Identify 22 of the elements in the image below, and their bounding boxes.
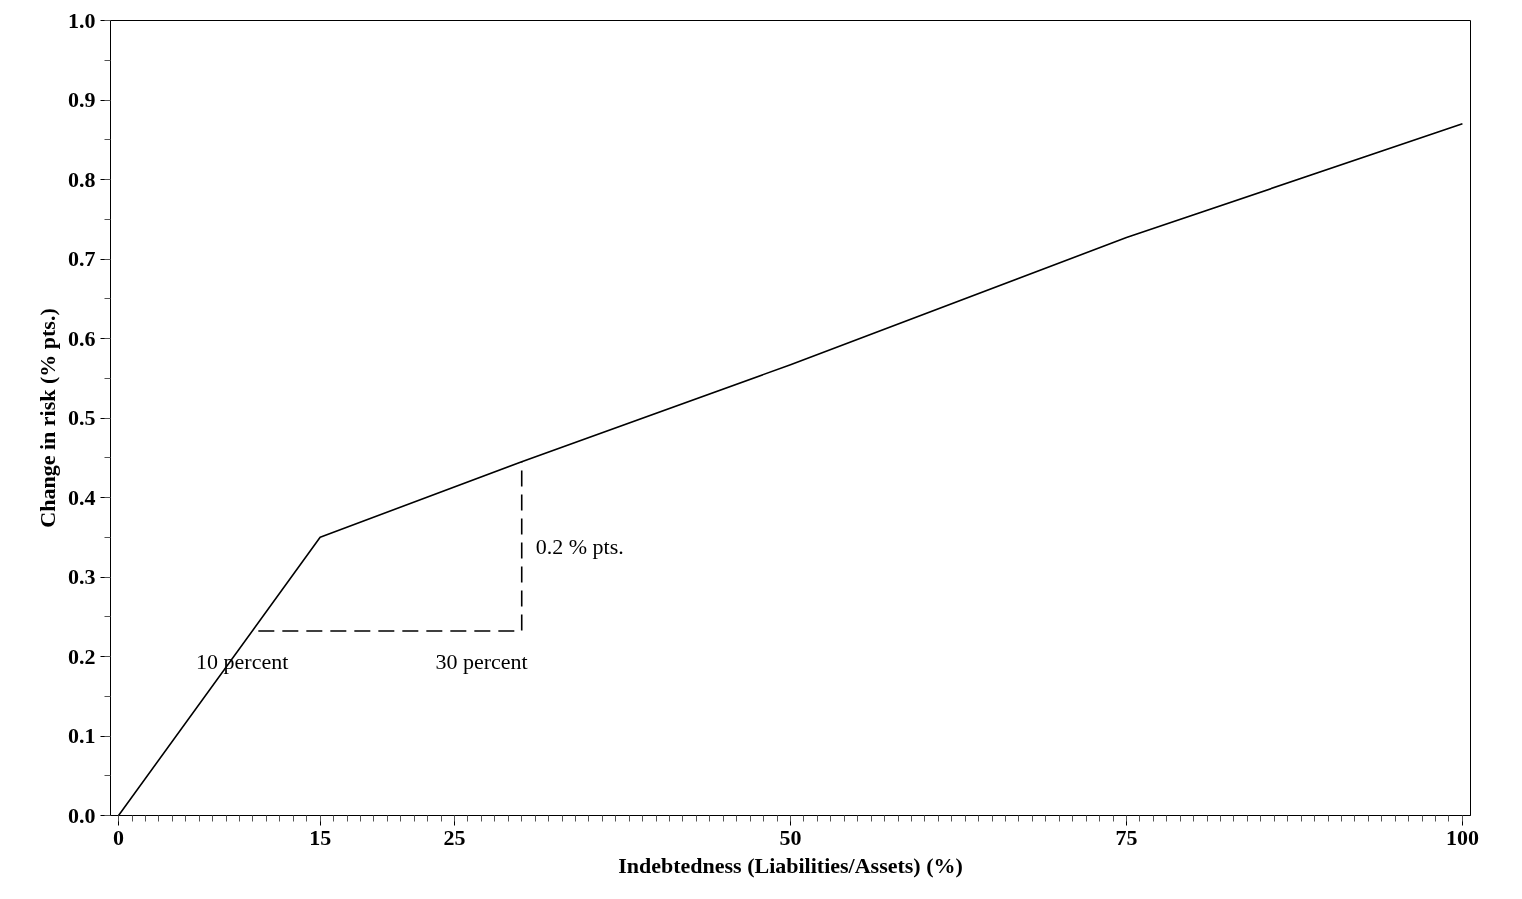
y-tick-label: 0.5 [68,405,96,430]
x-tick-label: 25 [443,824,466,850]
annotation: 30 percent [435,649,528,675]
y-tick-label: 1.0 [68,7,96,33]
x-axis-title: Indebtedness (Liabilities/Assets) (%) [618,852,963,878]
x-tick-label: 100 [1445,824,1479,850]
x-tick-label: 15 [309,824,332,850]
line-series [117,123,1464,816]
y-tick-label: 0.9 [68,87,96,112]
y-axis-title: Change in risk (% pts.) [35,308,60,528]
y-tick-label: 0.7 [68,246,96,271]
y-tick-label: 0.0 [68,802,96,828]
y-tick-label: 0.8 [68,166,96,192]
y-tick-label: 0.2 [68,643,96,669]
x-tick-label: 75 [1115,824,1138,850]
x-tick-label: 50 [779,824,802,850]
y-tick-label: 0.3 [68,564,96,589]
y-tick-label: 0.1 [68,723,96,748]
x-tick-label: 0 [113,824,125,850]
annotation: 0.2 % pts. [535,533,624,559]
y-tick-label: 0.6 [68,325,96,351]
y-tick-label: 0.4 [68,484,96,510]
